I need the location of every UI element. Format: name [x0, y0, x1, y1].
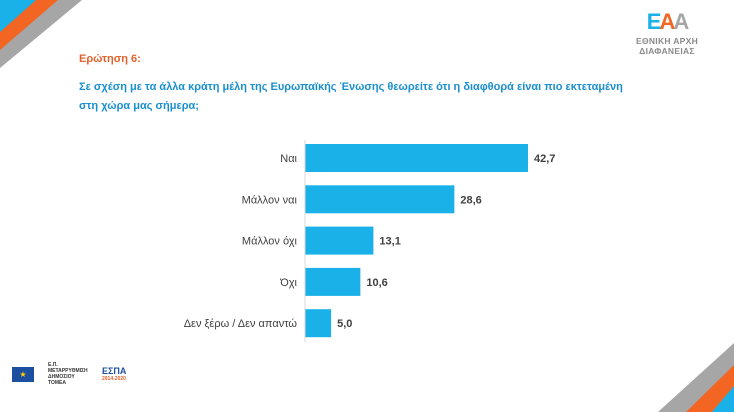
- bar: [305, 185, 455, 214]
- value-label: 42,7: [534, 153, 555, 165]
- eu-flag-icon: ★: [12, 366, 34, 382]
- logo: ΕΑΑ ΕΘΝΙΚΗ ΑΡΧΗ ΔΙΑΦΑΝΕΙΑΣ: [612, 9, 722, 57]
- value-label: 5,0: [337, 318, 352, 330]
- category-label: Μάλλον ναι: [242, 194, 298, 206]
- bar: [305, 267, 361, 296]
- logo-name: ΕΘΝΙΚΗ ΑΡΧΗ ΔΙΑΦΑΝΕΙΑΣ: [635, 36, 699, 56]
- bar: [305, 144, 528, 172]
- stripe-blue-bottom: [712, 386, 734, 412]
- program-label: Ε.Π. ΜΕΤΑΡΡΥΘΜΙΣΗ ΔΗΜΟΣΙΟΥ ΤΟΜΕΑ: [48, 362, 88, 386]
- category-label: Δεν ξέρω / Δεν απαντώ: [184, 318, 298, 330]
- question-text: Σε σχέση με τα άλλα κράτη μέλη της Ευρωπ…: [79, 81, 623, 112]
- value-label: 10,6: [366, 277, 387, 289]
- value-label: 28,6: [460, 194, 481, 206]
- footer-logos: ★ Ε.Π. ΜΕΤΑΡΡΥΘΜΙΣΗ ΔΗΜΟΣΙΟΥ ΤΟΜΕΑ ΕΣΠΑ …: [12, 362, 126, 386]
- bar: [305, 226, 374, 255]
- stripe-blue-top: [0, 0, 36, 32]
- value-label: 13,1: [379, 236, 400, 248]
- logo-mark: ΕΑΑ: [646, 9, 689, 34]
- question-number: Ερώτηση 6:: [79, 53, 141, 65]
- bar: [305, 309, 332, 338]
- category-label: Όχι: [279, 277, 297, 289]
- espa-logo: ΕΣΠΑ 2014-2020: [102, 366, 127, 382]
- category-label: Ναι: [280, 153, 297, 165]
- category-label: Μάλλον όχι: [242, 236, 298, 248]
